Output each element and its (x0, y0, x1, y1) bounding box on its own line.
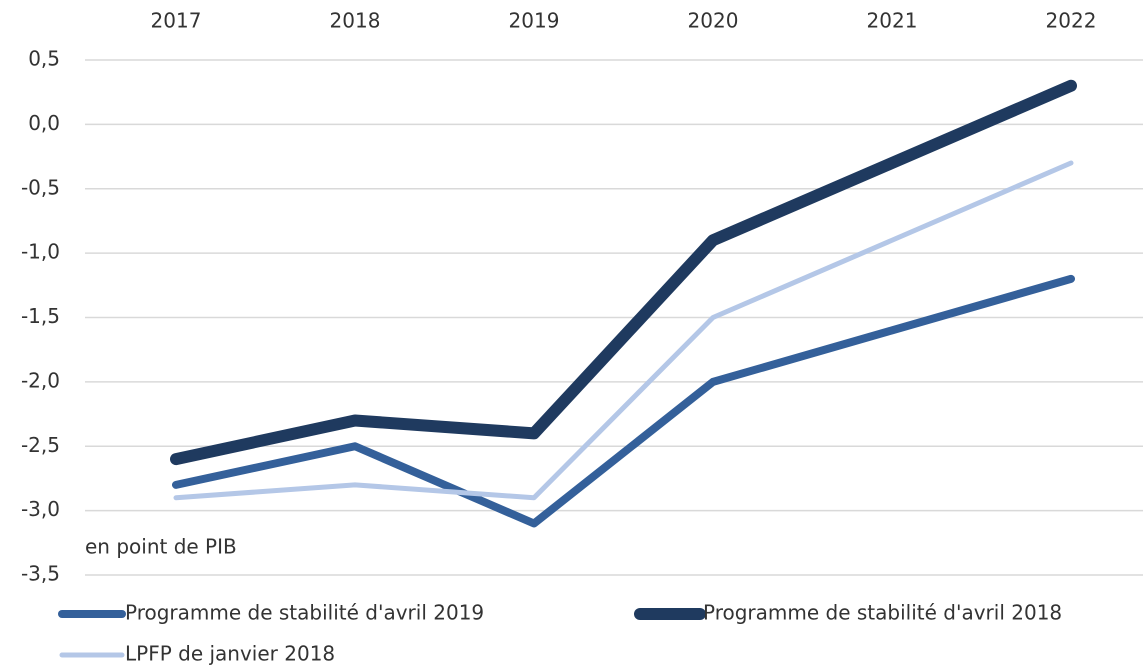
y-tick-label: -3,5 (21, 562, 60, 586)
y-tick-label: -1,0 (21, 240, 60, 264)
y-tick-label: -1,5 (21, 304, 60, 328)
line-series (173, 160, 1074, 501)
y-tick-label: 0,0 (28, 111, 60, 135)
line-series (172, 274, 1075, 528)
y-tick-label: -3,0 (21, 497, 60, 521)
y-tick-label: 0,5 (28, 47, 60, 71)
legend-label: Programme de stabilité d'avril 2019 (125, 601, 484, 625)
x-tick-label: 2018 (330, 9, 381, 33)
x-tick-label: 2020 (688, 9, 739, 33)
x-tick-label: 2021 (867, 9, 918, 33)
y-tick-label: -0,5 (21, 175, 60, 199)
line-series (170, 79, 1077, 466)
annotation: en point de PIB (85, 535, 237, 559)
legend-label: LPFP de janvier 2018 (125, 642, 335, 666)
y-tick-label: -2,5 (21, 433, 60, 457)
legend-label: Programme de stabilité d'avril 2018 (703, 601, 1062, 625)
y-tick-label: -2,0 (21, 368, 60, 392)
x-tick-label: 2022 (1046, 9, 1097, 33)
x-tick-label: 2017 (151, 9, 202, 33)
x-tick-label: 2019 (509, 9, 560, 33)
